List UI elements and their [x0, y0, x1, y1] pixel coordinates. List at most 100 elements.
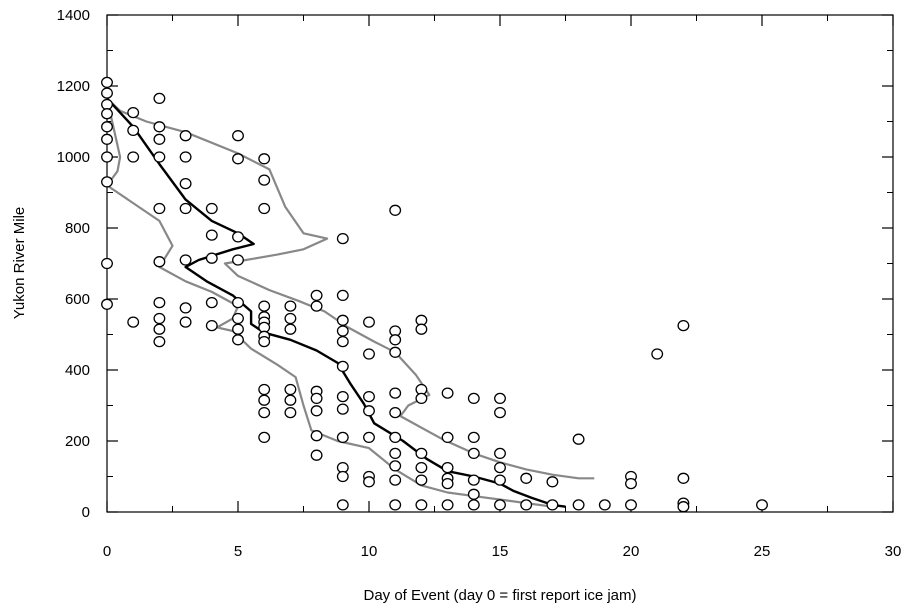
data-point [232, 130, 244, 142]
data-point [336, 403, 349, 415]
data-point [258, 335, 271, 348]
data-point [389, 406, 402, 419]
data-point [101, 98, 113, 111]
data-point [153, 151, 166, 163]
data-point [153, 296, 166, 309]
data-point [336, 431, 349, 444]
data-point [363, 431, 375, 444]
data-point [232, 254, 244, 266]
data-point [258, 300, 271, 312]
data-point [153, 256, 166, 268]
data-point [677, 472, 690, 484]
x-tick-label: 0 [103, 543, 111, 560]
data-point [336, 314, 349, 326]
data-point [467, 431, 480, 444]
data-point [258, 394, 271, 406]
y-tick-label: 1000 [57, 149, 90, 166]
data-point [389, 334, 402, 346]
mean-line [106, 97, 566, 508]
data-point [179, 177, 192, 190]
y-axis-label: Yukon River Mile [11, 207, 28, 320]
data-point [284, 406, 297, 419]
data-point [153, 92, 166, 105]
data-point [101, 176, 113, 188]
data-point [179, 130, 192, 142]
data-point [389, 499, 402, 511]
data-point [494, 406, 506, 419]
x-tick-label: 30 [885, 543, 902, 560]
data-point [258, 174, 271, 186]
data-point [494, 499, 506, 511]
data-point [494, 461, 506, 474]
data-point [205, 229, 218, 241]
data-point [520, 499, 533, 511]
data-point [467, 447, 480, 460]
data-point [441, 499, 454, 511]
data-point [232, 323, 244, 335]
y-tick-label: 800 [65, 220, 90, 237]
data-point [441, 477, 454, 490]
y-tick-label: 200 [65, 433, 90, 450]
data-point [415, 499, 428, 511]
data-point [389, 474, 402, 486]
data-point [101, 257, 113, 270]
y-tick-label: 1200 [57, 78, 90, 95]
data-point [153, 121, 166, 133]
data-point [205, 296, 218, 309]
data-point [336, 289, 349, 302]
data-point [153, 202, 166, 215]
data-point [389, 431, 402, 444]
x-tick-label: 25 [754, 543, 771, 560]
data-point [415, 323, 428, 335]
data-point [284, 394, 297, 406]
data-point [127, 316, 140, 328]
data-point [363, 390, 375, 403]
data-point [625, 499, 637, 511]
data-point [546, 499, 559, 511]
data-point [101, 298, 113, 310]
x-tick-label: 20 [623, 543, 640, 560]
data-point [441, 387, 454, 399]
data-point [101, 121, 113, 133]
data-point [677, 319, 690, 332]
data-point [467, 392, 480, 405]
data-point [756, 499, 768, 511]
data-point [389, 447, 402, 460]
data-point [336, 390, 349, 403]
data-point [336, 335, 349, 348]
data-point [572, 499, 585, 511]
data-point [153, 133, 166, 145]
data-point [153, 323, 166, 335]
data-point [258, 431, 271, 444]
data-point [310, 289, 323, 302]
data-point [205, 252, 218, 264]
data-point [363, 405, 375, 417]
data-point [258, 153, 271, 165]
data-point [232, 153, 244, 165]
data-point [363, 316, 375, 328]
data-point [205, 319, 218, 332]
data-point [101, 108, 113, 120]
data-point [625, 477, 637, 490]
data-point [310, 430, 323, 442]
data-point [415, 461, 428, 474]
data-point [101, 151, 113, 163]
data-point [179, 151, 192, 163]
data-point [310, 449, 323, 461]
data-point [389, 387, 402, 399]
data-point [232, 312, 244, 325]
data-point [494, 392, 506, 405]
data-point [284, 300, 297, 312]
data-point [336, 325, 349, 337]
data-point [284, 323, 297, 335]
data-point [520, 472, 533, 484]
data-point [232, 231, 244, 243]
data-point [127, 124, 140, 137]
data-point [546, 476, 559, 488]
y-tick-label: 1400 [57, 7, 90, 24]
data-point [415, 474, 428, 486]
trend-lines [105, 97, 595, 508]
data-point [258, 202, 271, 215]
data-point [101, 87, 113, 99]
